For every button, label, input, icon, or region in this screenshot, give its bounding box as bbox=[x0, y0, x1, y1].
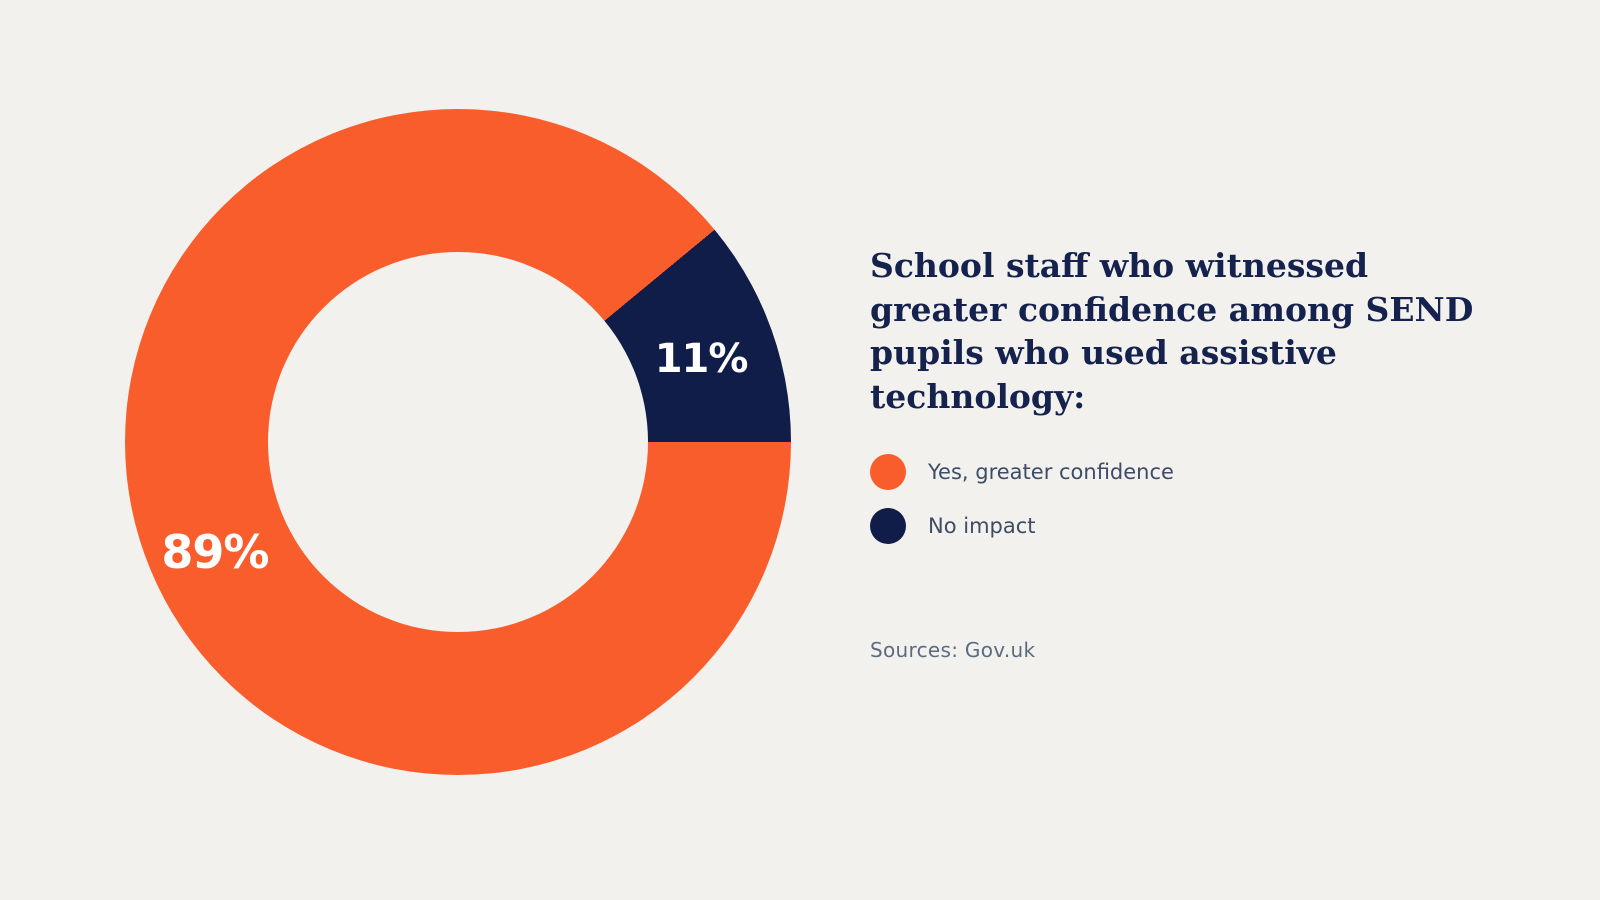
legend-swatch bbox=[870, 454, 906, 491]
legend-label: Yes, greater confidence bbox=[928, 460, 1174, 485]
chart-text-panel: School staff who witnessed greater confi… bbox=[870, 244, 1490, 662]
source-text: Sources: Gov.uk bbox=[870, 638, 1036, 663]
chart-title: School staff who witnessed greater confi… bbox=[870, 246, 1474, 416]
donut-hole bbox=[268, 252, 648, 632]
donut-chart-area: 89% 11% bbox=[125, 109, 791, 775]
legend-swatch bbox=[870, 508, 906, 545]
slice-label-no-impact: 11% bbox=[654, 335, 749, 382]
legend-item-yes-greater-confidence: Yes, greater confidence bbox=[870, 454, 1490, 491]
legend-label: No impact bbox=[928, 514, 1036, 539]
legend: Yes, greater confidence No impact bbox=[870, 454, 1490, 545]
slice-label-yes-greater-confidence: 89% bbox=[161, 524, 269, 579]
legend-item-no-impact: No impact bbox=[870, 508, 1490, 545]
